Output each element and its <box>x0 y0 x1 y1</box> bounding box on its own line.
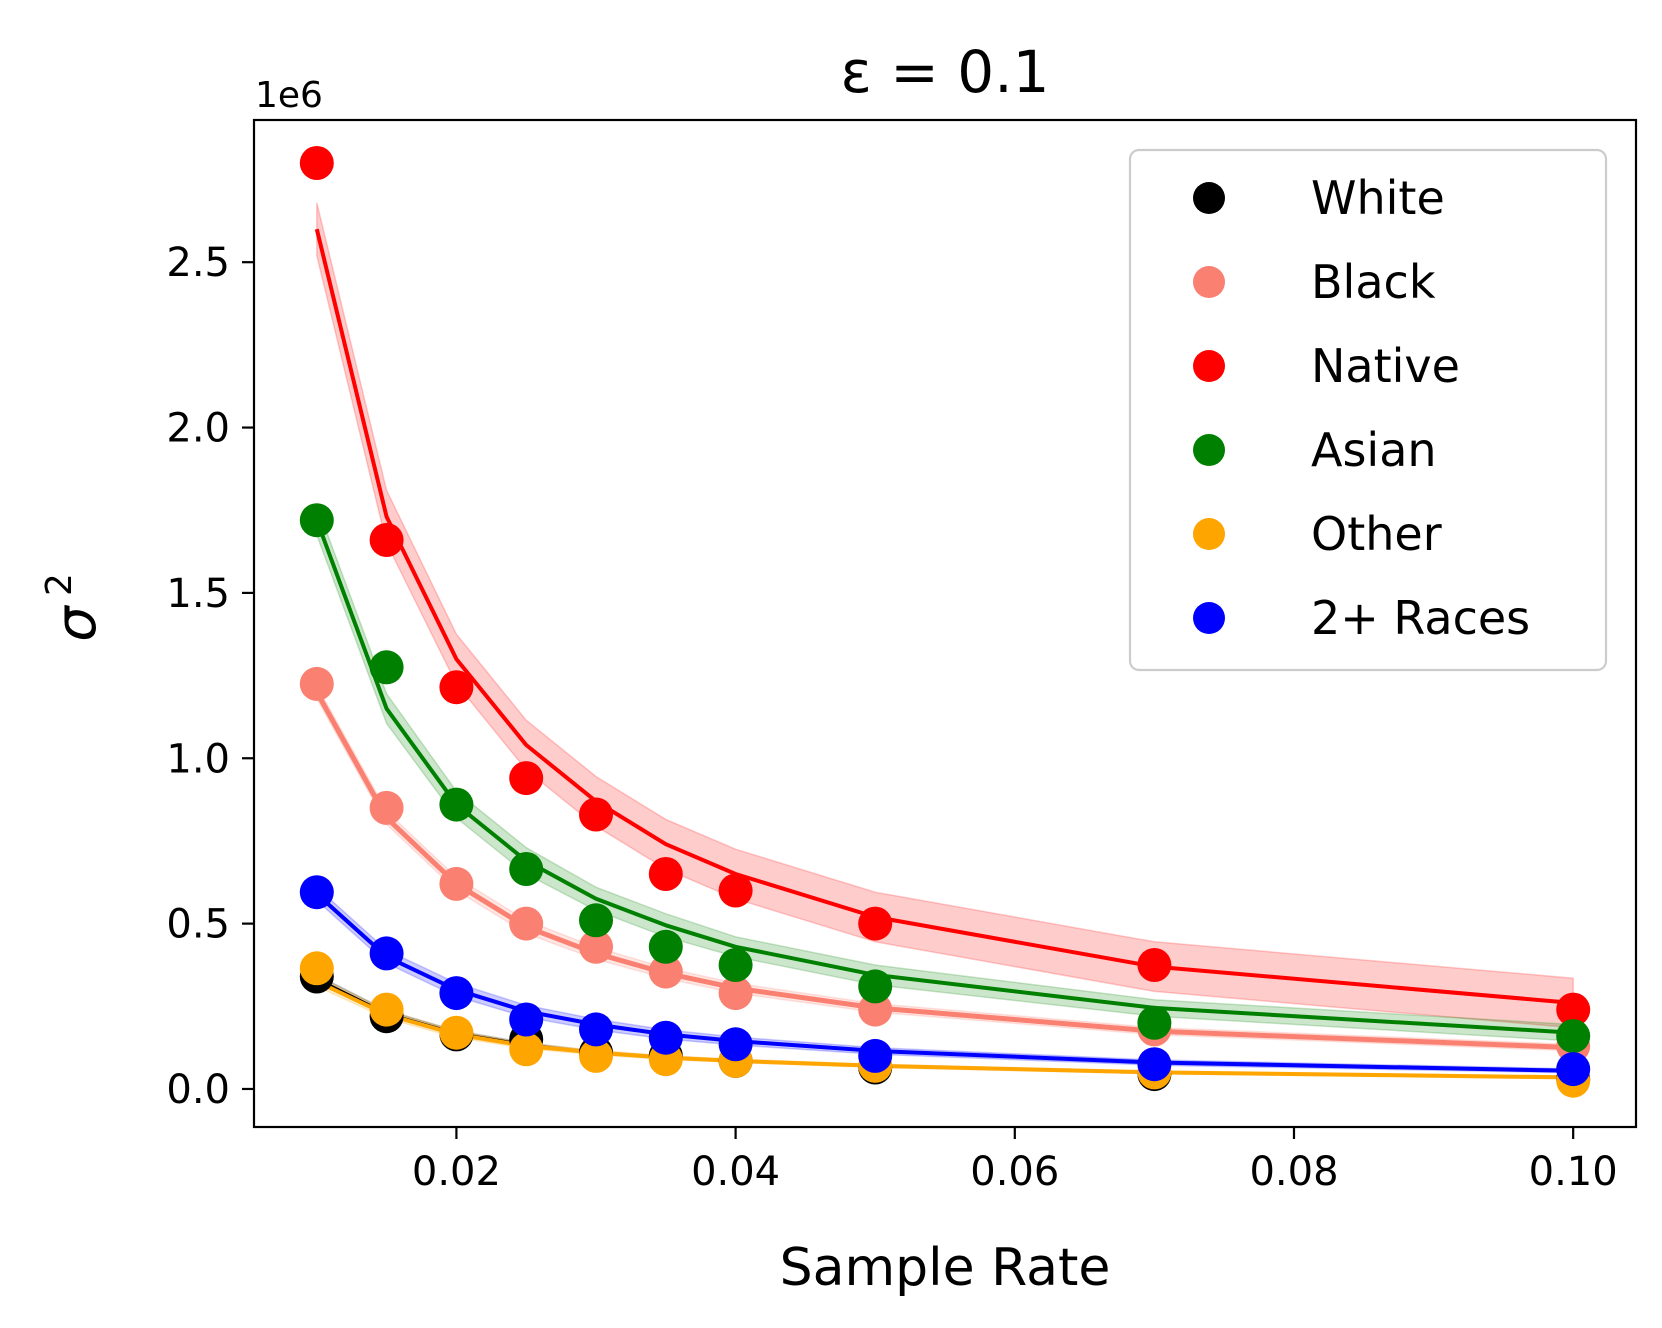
point-black <box>369 790 404 825</box>
point-other <box>299 951 334 986</box>
point-black <box>648 954 683 989</box>
legend-marker-black <box>1193 266 1225 298</box>
point-other <box>439 1015 474 1050</box>
point-asian <box>299 503 334 538</box>
fit-line-2-races <box>315 892 1574 1073</box>
y-offset-label: 1e6 <box>255 75 323 116</box>
y-tick-label: 0.0 <box>166 1067 230 1113</box>
y-axis-ticks: 0.0 0.5 1.0 1.5 2.0 2.5 <box>166 240 254 1113</box>
legend-label-native: Native <box>1311 339 1460 393</box>
point-asian <box>1137 1005 1172 1040</box>
point-asian <box>718 948 753 982</box>
legend-label-other: Other <box>1311 507 1442 561</box>
fit-line-black <box>314 690 1574 1051</box>
legend-label-black: Black <box>1311 255 1436 309</box>
point-2-races <box>718 1027 753 1062</box>
fit-line-other <box>315 979 1574 1080</box>
point-native <box>858 906 893 941</box>
legend-label-white: White <box>1311 171 1445 225</box>
point-2-races <box>299 875 334 910</box>
point-native <box>648 857 683 891</box>
legend-marker-white <box>1193 182 1225 214</box>
x-tick-label: 0.10 <box>1529 1149 1618 1195</box>
y-axis-label-group: σ 2 <box>39 573 109 642</box>
chart-title: ε = 0.1 <box>840 38 1049 106</box>
legend-label-asian: Asian <box>1311 423 1437 477</box>
y-axis-label: σ <box>44 605 109 642</box>
point-asian <box>858 969 893 1004</box>
point-2-races <box>369 936 404 971</box>
y-tick-label: 2.5 <box>166 240 230 286</box>
point-black <box>509 906 544 941</box>
legend-marker-asian <box>1193 434 1225 466</box>
y-tick-label: 2.0 <box>166 406 230 452</box>
legend: White Black Native Asian Other 2+ Races <box>1128 148 1608 672</box>
x-tick-label: 0.06 <box>970 1149 1059 1195</box>
y-tick-label: 1.0 <box>166 736 230 782</box>
legend-marker-other <box>1193 518 1225 550</box>
fit-line-asian <box>314 519 1574 1035</box>
point-other <box>509 1032 544 1067</box>
point-native <box>718 873 753 908</box>
point-asian <box>1556 1019 1591 1054</box>
point-asian <box>369 650 404 685</box>
fit-lines <box>314 228 1574 1080</box>
point-native <box>1137 948 1172 982</box>
point-2-races <box>858 1038 893 1073</box>
point-asian <box>579 903 613 938</box>
fit-line-native <box>314 228 1574 1005</box>
point-native <box>299 146 334 180</box>
y-axis-label-superscript: 2 <box>39 573 80 596</box>
legend-items: White Black Native Asian Other 2+ Races <box>1193 171 1530 645</box>
x-tick-label: 0.02 <box>412 1149 501 1195</box>
legend-box <box>1128 148 1608 672</box>
point-2-races <box>1137 1047 1172 1082</box>
legend-marker-native <box>1193 350 1225 382</box>
legend-label-2-races: 2+ Races <box>1311 591 1530 645</box>
y-tick-label: 1.5 <box>166 571 230 617</box>
point-2-races <box>509 1002 544 1037</box>
point-2-races <box>1556 1052 1591 1087</box>
point-native <box>509 761 544 796</box>
plot-frame <box>252 118 1638 1129</box>
point-2-races <box>579 1012 613 1047</box>
data-points <box>299 146 1591 1098</box>
x-axis-label: Sample Rate <box>780 1238 1111 1298</box>
legend-marker-2-races <box>1193 602 1225 634</box>
point-black <box>718 976 753 1011</box>
point-other <box>369 992 404 1027</box>
point-black <box>299 666 334 701</box>
point-other <box>579 1038 613 1073</box>
point-black <box>439 866 474 901</box>
point-2-races <box>648 1020 683 1055</box>
point-native <box>579 797 613 832</box>
point-native <box>439 670 474 705</box>
point-native <box>369 523 404 557</box>
point-asian <box>439 787 474 822</box>
x-axis-ticks: 0.02 0.04 0.06 0.08 0.10 <box>412 1127 1618 1195</box>
x-tick-label: 0.08 <box>1249 1149 1338 1195</box>
point-asian <box>648 929 683 964</box>
point-asian <box>509 852 544 886</box>
y-tick-label: 0.5 <box>166 902 230 948</box>
x-tick-label: 0.04 <box>691 1149 780 1195</box>
point-black <box>579 929 613 964</box>
point-2-races <box>439 976 474 1011</box>
point-native <box>1556 992 1591 1027</box>
